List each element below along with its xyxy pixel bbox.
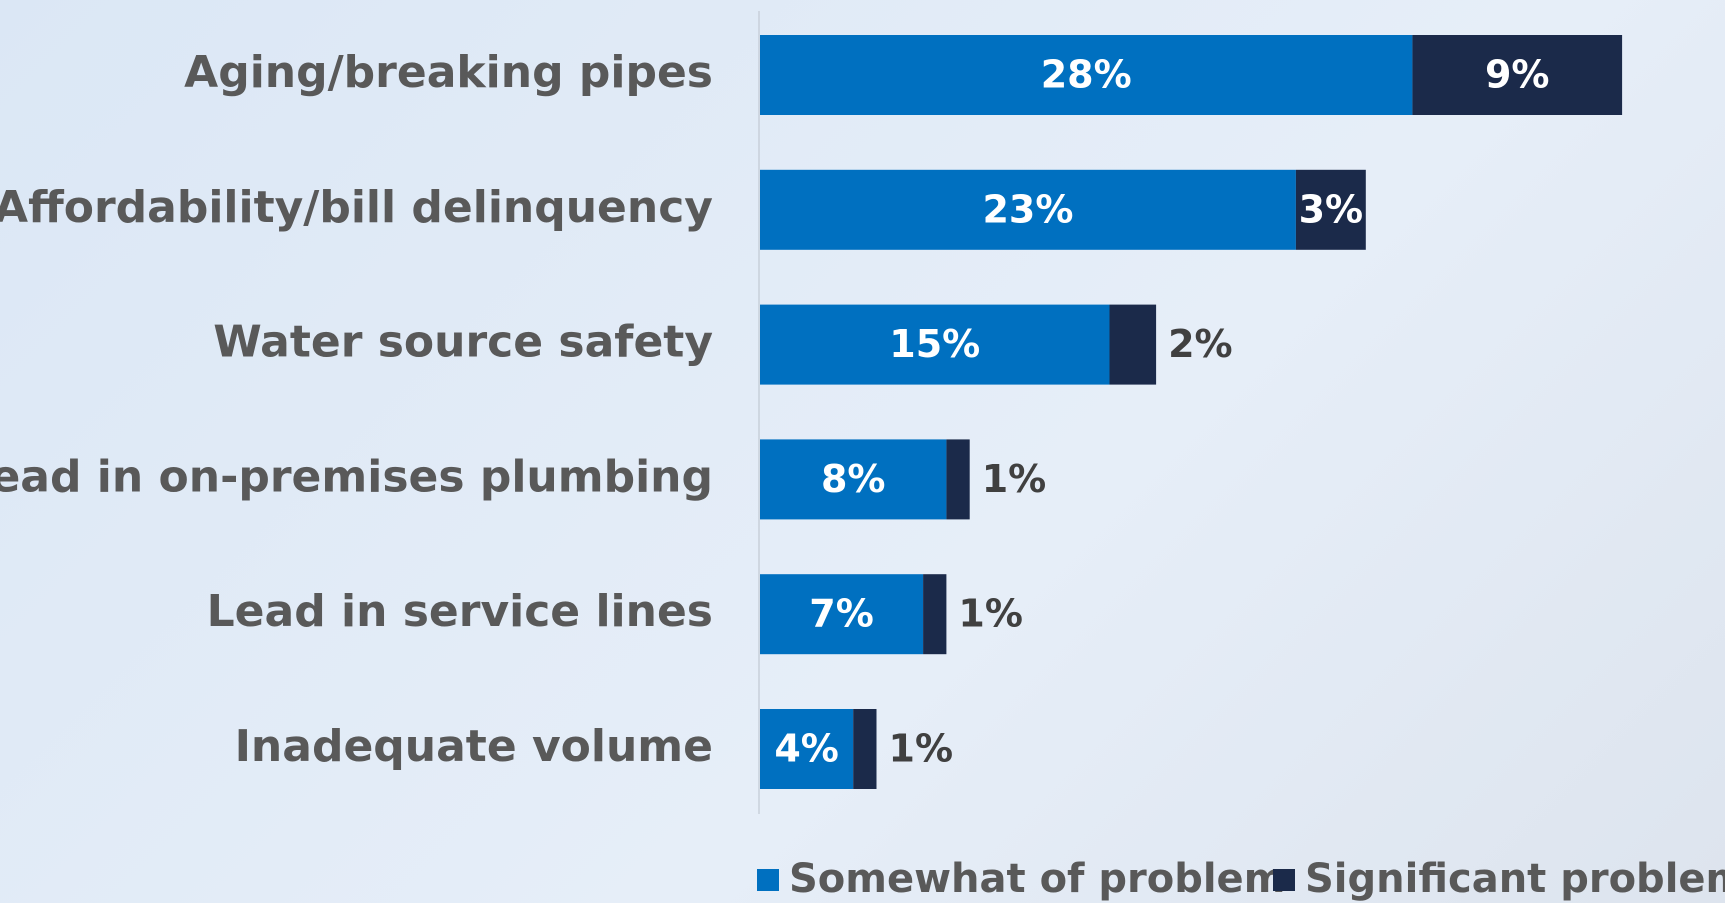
bar-segment <box>760 35 1413 115</box>
legend-swatch <box>1273 869 1295 891</box>
category-label: Lead in on-premises plumbing <box>0 451 713 502</box>
bar-segment <box>946 439 970 520</box>
value-label: 9% <box>1485 53 1550 97</box>
value-label: 1% <box>958 592 1023 636</box>
category-label: Affordability/bill delinquency <box>0 182 713 233</box>
value-label: 1% <box>982 457 1047 501</box>
legend-swatch <box>757 869 779 891</box>
value-label: 1% <box>889 727 954 771</box>
value-label: 2% <box>1168 322 1233 366</box>
value-label: 7% <box>809 592 874 636</box>
bar-segment <box>1109 304 1157 385</box>
category-label: Lead in service lines <box>207 586 713 637</box>
value-label: 23% <box>982 187 1073 231</box>
bar-segment <box>760 439 947 520</box>
bar-segment <box>1412 35 1623 115</box>
bar-segment <box>760 709 854 789</box>
category-label: Aging/breaking pipes <box>184 47 713 98</box>
bar-segment <box>853 709 877 789</box>
bar-segment <box>760 304 1110 385</box>
category-label: Inadequate volume <box>235 721 713 772</box>
bar-segment <box>923 574 947 655</box>
value-label: 28% <box>1041 53 1132 97</box>
bar-segment <box>760 574 924 655</box>
legend-label: Significant problem <box>1305 856 1725 902</box>
category-label: Water source safety <box>213 317 713 368</box>
value-label: 4% <box>774 727 839 771</box>
legend-label: Somewhat of problem <box>789 856 1285 902</box>
bar-segment <box>760 169 1296 250</box>
bar-segment <box>1295 169 1366 250</box>
value-label: 8% <box>821 457 886 501</box>
value-label: 15% <box>889 322 980 366</box>
value-label: 3% <box>1299 187 1364 231</box>
